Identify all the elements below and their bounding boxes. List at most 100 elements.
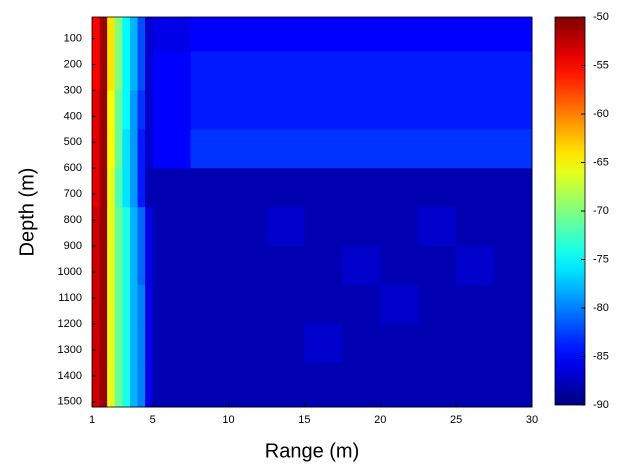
heat-cell [152,246,192,286]
heat-cell [122,129,131,169]
heat-cell [145,207,154,247]
heat-cell [107,246,116,286]
heat-cell [129,90,139,130]
y-tick-label: 300 [64,84,82,96]
heat-cell [190,129,230,169]
heat-cell [152,323,192,364]
y-tick-label: 400 [64,110,82,122]
heat-cell [137,207,146,247]
heat-cell [418,246,457,286]
heat-cell [494,285,533,325]
colorbar-tick-label: -65 [593,156,609,168]
heat-cell [152,362,192,408]
heat-cell [114,168,123,208]
heat-cell [266,362,305,408]
heat-cell [418,17,457,53]
heat-cell [145,51,154,91]
y-tick-label: 900 [64,240,82,252]
heat-cell [418,207,457,247]
heat-cell [190,323,230,364]
x-tick-label: 15 [298,414,310,426]
heat-cell [122,323,131,364]
heat-cell [114,129,123,169]
heat-cell [107,17,116,53]
heat-cell [122,17,131,53]
heat-cell [137,246,146,286]
heat-cell [304,129,343,169]
heat-cell [145,362,154,408]
colorbar-tick-label: -55 [593,59,609,71]
heat-cell [99,90,108,130]
heat-cell [342,168,381,208]
heat-cell [494,90,533,130]
heat-cell [145,323,154,364]
y-tick-label: 1400 [58,370,82,382]
heat-cell [456,323,495,364]
heat-cell [122,207,131,247]
heat-cell [152,168,192,208]
plot-frame [91,16,533,408]
heat-cell [304,246,343,286]
heat-cell [107,90,116,130]
heat-cell [228,323,267,364]
heat-cell [92,207,101,247]
heat-cell [152,129,192,169]
heat-cell [152,51,192,91]
heat-cell [304,51,343,91]
heat-cell [137,168,146,208]
heat-cell [137,51,146,91]
x-tick-label: 25 [450,414,462,426]
heat-cell [152,285,192,325]
heat-cell [114,51,123,91]
heat-cell [266,90,305,130]
heat-cell [92,246,101,286]
heat-cell [456,90,495,130]
x-tick-label: 30 [526,414,538,426]
x-tick-label: 20 [374,414,386,426]
heat-cell [129,362,139,408]
heat-cell [266,51,305,91]
x-tick-label: 10 [222,414,234,426]
heat-cell [107,362,116,408]
heat-cell [190,51,230,91]
heat-cell [129,51,139,91]
heat-cell [114,285,123,325]
heat-cell [418,51,457,91]
y-tick-label: 1200 [58,318,82,330]
heat-cell [342,246,381,286]
heat-cell [228,246,267,286]
heat-cell [129,207,139,247]
heat-cell [92,285,101,325]
heat-cell [228,362,267,408]
heat-cell [122,51,131,91]
y-axis-title: Depth (m) [16,168,38,257]
heat-cell [266,323,305,364]
heat-cell [494,323,533,364]
heat-cell [145,90,154,130]
heat-cell [107,51,116,91]
heat-cell [494,246,533,286]
heat-cell [380,17,419,53]
colorbar-tick-label: -50 [593,11,609,23]
heat-cell [99,285,108,325]
heat-cell [266,285,305,325]
heat-cell [304,207,343,247]
heat-cell [99,129,108,169]
heat-cell [114,323,123,364]
heat-cell [137,323,146,364]
heat-cell [152,17,192,53]
heat-cell [145,17,154,53]
heat-cell [137,90,146,130]
heat-cell [418,323,457,364]
heat-cell [456,362,495,408]
heat-cell [494,51,533,91]
heat-cell [107,129,116,169]
heat-cell [342,51,381,91]
heat-cell [342,129,381,169]
heat-cell [228,285,267,325]
y-tick-label: 1500 [58,396,82,408]
heat-cell [92,90,101,130]
y-tick-label: 700 [64,188,82,200]
heat-cell [380,90,419,130]
heat-cell [494,129,533,169]
